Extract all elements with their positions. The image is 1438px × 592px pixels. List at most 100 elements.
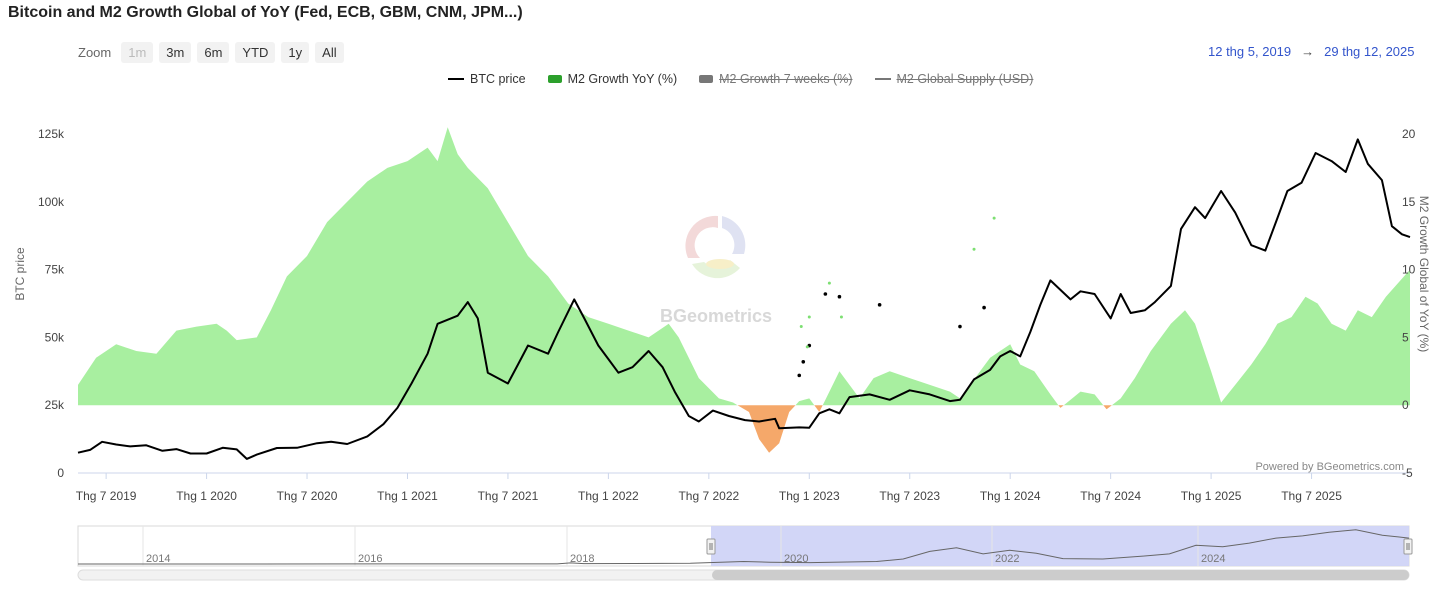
zoom-6m-button[interactable]: 6m <box>197 42 230 63</box>
zoom-3m-button[interactable]: 3m <box>159 42 192 63</box>
area-swatch-icon <box>699 75 714 83</box>
watermark-text: BGeometrics <box>660 306 772 326</box>
navigator-year-label: 2018 <box>570 553 594 565</box>
y-axis-right-title: M2 Growth Global of YoY (%) <box>1417 196 1431 353</box>
m2-gap-point <box>799 325 803 329</box>
legend-item-m2-global-supply[interactable]: M2 Global Supply (USD) <box>874 72 1034 86</box>
y-right-tick-label: 10 <box>1402 263 1416 277</box>
y-right-tick-label: -5 <box>1402 466 1413 480</box>
btc-gap-point <box>801 360 806 364</box>
btc-gap-point <box>958 324 962 329</box>
legend-label: M2 Growth 7 weeks (%) <box>719 72 853 86</box>
navigator-series-line <box>77 529 1410 565</box>
legend-item-m2-growth-yoy[interactable]: M2 Growth YoY (%) <box>547 72 678 86</box>
y-left-tick-label: 100k <box>38 195 65 209</box>
navigator-year-label: 2016 <box>358 553 382 565</box>
range-arrow: → <box>1301 44 1315 59</box>
navigator-grid: 2014 2016 2018 2020 2022 2024 <box>142 526 1225 566</box>
m2-gap-point <box>807 315 811 319</box>
y-right-tick-label: 20 <box>1402 127 1416 141</box>
watermark: BGeometrics <box>660 215 772 326</box>
x-tick-label: Thg 1 2020 <box>176 489 237 503</box>
m2-area-group <box>78 127 1410 453</box>
m2-negative-area <box>814 405 823 412</box>
navigator-year-label: 2024 <box>1201 553 1225 565</box>
zoom-label: Zoom <box>78 45 112 60</box>
y-left-tick-label: 25k <box>45 398 65 412</box>
y-left-tick-label: 0 <box>57 466 64 480</box>
x-tick-label: Thg 1 2024 <box>980 489 1041 503</box>
area-swatch-icon <box>547 75 562 83</box>
x-tick-label: Thg 7 2021 <box>478 489 539 503</box>
y-axis-left: 0 25k 50k 75k 100k 125k <box>38 127 65 480</box>
y-axis-left-title: BTC price <box>13 247 27 301</box>
x-tick-label: Thg 1 2021 <box>377 489 438 503</box>
gap-dots-group <box>797 216 996 378</box>
zoom-ytd-button[interactable]: YTD <box>235 42 276 63</box>
chart-title: Bitcoin and M2 Growth Global of YoY (Fed… <box>8 4 523 21</box>
btc-price-line <box>77 138 1411 460</box>
y-axis-right: -5 0 5 10 15 20 <box>1402 127 1416 480</box>
range-from[interactable]: 12 thg 5, 2019 <box>1208 44 1292 59</box>
range-to[interactable]: 29 thg 12, 2025 <box>1324 44 1415 59</box>
m2-gap-point <box>972 247 976 251</box>
btc-line-swatch-icon <box>448 78 464 80</box>
date-range: 12 thg 5, 2019 → 29 thg 12, 2025 <box>1208 44 1415 59</box>
legend-label: BTC price <box>470 72 526 86</box>
x-tick-label: Thg 1 2023 <box>779 489 840 503</box>
x-tick-label: Thg 7 2023 <box>879 489 940 503</box>
navigator-selection[interactable] <box>711 526 1409 566</box>
m2-negative-area <box>737 405 796 453</box>
x-tick-label: Thg 7 2020 <box>277 489 338 503</box>
x-tick-label: Thg 7 2022 <box>678 489 739 503</box>
y-left-tick-label: 50k <box>45 330 65 344</box>
legend-label: M2 Global Supply (USD) <box>896 72 1034 86</box>
m2-positive-area <box>78 127 738 406</box>
navigator[interactable]: 2014 2016 2018 2020 2022 2024 <box>77 525 1413 581</box>
navigator-right-handle[interactable] <box>1403 538 1413 555</box>
bgeometrics-logo-icon <box>685 215 746 279</box>
m2-gap-point <box>805 345 809 349</box>
legend-item-btc-price[interactable]: BTC price <box>448 72 526 86</box>
m2-gap-point <box>839 315 843 319</box>
x-tick-label: Thg 7 2019 <box>76 489 137 503</box>
m2-positive-area <box>822 344 1059 406</box>
btc-gap-point <box>797 373 802 378</box>
scrollbar-thumb[interactable] <box>712 570 1409 580</box>
btc-gap-point <box>982 305 986 310</box>
zoom-1y-button[interactable]: 1y <box>281 42 310 63</box>
btc-gap-point <box>823 292 828 296</box>
x-tick-label: Thg 1 2022 <box>578 489 639 503</box>
zoom-all-button[interactable]: All <box>315 42 344 63</box>
m2-positive-area <box>1111 269 1410 406</box>
line-swatch-icon <box>874 78 891 80</box>
y-right-tick-label: 15 <box>1402 195 1416 209</box>
m2-gap-point <box>827 281 831 285</box>
m2-negative-area <box>1103 405 1112 410</box>
y-left-tick-label: 75k <box>45 263 65 277</box>
navigator-left-handle[interactable] <box>706 538 716 555</box>
navigator-year-label: 2014 <box>146 553 170 565</box>
btc-gap-point <box>837 294 842 299</box>
y-right-tick-label: 0 <box>1402 398 1409 412</box>
y-left-tick-label: 125k <box>38 127 65 141</box>
legend: BTC price M2 Growth YoY (%) M2 Growth 7 … <box>448 72 1033 86</box>
x-tick-label: Thg 7 2024 <box>1080 489 1141 503</box>
legend-label: M2 Growth YoY (%) <box>567 72 678 86</box>
x-axis: Thg 7 2019 Thg 1 2020 Thg 7 2020 Thg 1 2021… <box>76 473 1342 503</box>
legend-item-m2-growth-7-weeks[interactable]: M2 Growth 7 weeks (%) <box>699 72 853 86</box>
x-tick-label: Thg 1 2025 <box>1181 489 1242 503</box>
btc-gap-point <box>877 303 882 307</box>
m2-positive-area <box>795 398 815 406</box>
x-tick-label: Thg 7 2025 <box>1281 489 1342 503</box>
m2-positive-area <box>1063 391 1104 406</box>
zoom-bar: Zoom 1m 3m 6m YTD 1y All <box>78 42 344 63</box>
m2-gap-point <box>992 216 996 220</box>
m2-negative-area <box>1058 405 1064 408</box>
zoom-1m-button[interactable]: 1m <box>121 42 154 63</box>
navigator-year-label: 2020 <box>784 553 808 565</box>
navigator-year-label: 2022 <box>995 553 1019 565</box>
btc-line-group <box>77 138 1411 460</box>
credit-link[interactable]: Powered by BGeometrics.com <box>1255 461 1404 473</box>
y-right-tick-label: 5 <box>1402 330 1409 344</box>
